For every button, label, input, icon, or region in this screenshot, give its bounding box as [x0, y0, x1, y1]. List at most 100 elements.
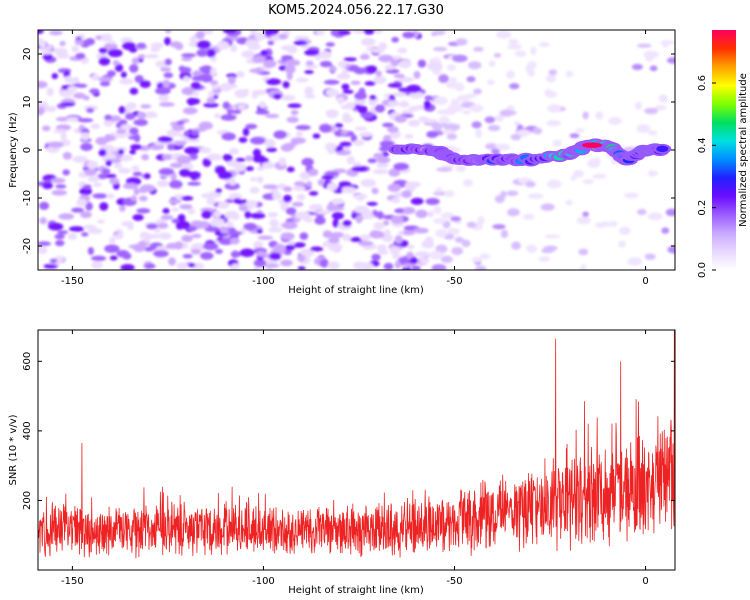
spectrogram-cell: [80, 132, 90, 141]
spectrogram-cell: [388, 168, 401, 177]
spectrogram-cell: [67, 232, 78, 241]
spectrogram-cell: [312, 133, 321, 139]
spectrogram-cell: [130, 195, 137, 202]
spectrogram-cell: [636, 208, 647, 215]
spectrogram-cell: [431, 122, 443, 131]
spectrogram-cell: [196, 40, 211, 50]
spectrogram-cell: [314, 54, 322, 61]
spectrogram-cell: [350, 134, 358, 143]
spectrogram-cell: [345, 102, 356, 110]
spectrogram-cell: [195, 30, 205, 40]
spectrogram-cell: [255, 109, 270, 115]
spectrogram-cell: [392, 55, 402, 60]
spectrogram-cell: [383, 262, 394, 270]
spectrogram-cell: [336, 73, 351, 80]
spectrogram-cell: [119, 205, 126, 212]
spectrogram-cell: [55, 124, 72, 131]
spectrogram-cell: [250, 212, 266, 219]
spectrogram-cell: [341, 83, 350, 90]
spectrogram-cell: [353, 67, 367, 75]
spectrogram-cell: [98, 148, 107, 157]
spectrogram-cell: [369, 230, 385, 239]
spectrogram-cell: [164, 58, 172, 66]
spectrogram-cell: [277, 33, 288, 40]
spectrogram-cell: [445, 81, 461, 89]
spectrogram-cell: [414, 105, 427, 110]
spectrogram-cell: [104, 114, 112, 120]
spectrogram-cell: [509, 83, 520, 90]
spectrogram-cell: [304, 86, 314, 96]
spectrogram-cell: [387, 126, 399, 133]
spectrogram-cell: [374, 30, 383, 34]
spectrogram-cell: [634, 101, 642, 110]
spectrogram-cell: [264, 138, 276, 148]
spectrogram-cell: [122, 41, 136, 51]
spectrogram-cell: [99, 202, 109, 211]
spectrogram-cell: [295, 211, 311, 220]
spectrogram-cell: [455, 164, 466, 173]
spectrogram-cell: [391, 36, 399, 43]
spectrogram-cell: [199, 147, 212, 154]
spectrogram-cell: [666, 57, 675, 64]
spectrogram-cell: [429, 250, 444, 260]
spectrogram-cell: [167, 143, 175, 151]
spectrogram-cell: [350, 80, 361, 85]
spectrogram-cell: [409, 257, 418, 265]
spectrogram-cell: [538, 41, 550, 48]
spectrogram-cell: [364, 81, 376, 86]
spectrogram-cell: [570, 175, 577, 181]
spectrogram-cell: [505, 70, 515, 79]
spectrogram-cell: [71, 45, 80, 53]
spectrogram-cell: [75, 83, 88, 88]
spectrogram-cell: [304, 94, 316, 99]
spectrogram-cell: [331, 198, 345, 205]
y-tick-label: 20: [22, 48, 33, 61]
spectrogram-cell: [382, 122, 394, 128]
spectrogram-cell: [120, 264, 135, 270]
spectrogram-cell: [171, 207, 179, 212]
spectrogram-cell: [575, 128, 585, 133]
spectrogram-cell: [38, 37, 44, 46]
spectrogram-cell: [342, 112, 351, 120]
spectrogram-cell: [548, 69, 558, 76]
spectrogram-cell: [318, 50, 332, 60]
spectrogram-cell: [226, 73, 238, 78]
spectrogram-cell: [163, 79, 170, 89]
spectrogram-cell: [647, 170, 659, 177]
spectrogram-cell: [383, 220, 390, 226]
spectrogram-cell: [475, 129, 483, 138]
spectrogram-cell: [406, 84, 422, 93]
spectrogram-cell: [526, 244, 537, 253]
spectrogram-cell: [358, 132, 374, 137]
spectrogram-cell: [366, 201, 378, 206]
spectrogram-cell: [38, 246, 47, 251]
spectrogram-cell: [325, 109, 339, 119]
spectrogram-cell: [402, 206, 416, 215]
spectrogram-cell: [138, 195, 148, 202]
spectrogram-cell: [281, 94, 296, 101]
spectrogram-cell: [140, 104, 152, 109]
spectrogram-cell: [390, 215, 404, 224]
spectrogram-cell: [229, 264, 237, 270]
spectrogram-cell: [84, 168, 98, 176]
spectrogram-cell: [189, 36, 198, 43]
spectrogram-cell: [461, 239, 471, 248]
spectrogram-cell: [226, 160, 239, 167]
spectrogram-cell: [243, 222, 258, 231]
spectrogram-cell: [130, 144, 143, 150]
spectrogram-cell: [390, 58, 399, 67]
spectrogram-cell: [393, 162, 410, 171]
spectrogram-cell: [540, 203, 555, 211]
spectrogram-cell: [166, 129, 181, 137]
spectrogram-cell: [360, 234, 371, 242]
spectrogram-cell: [244, 166, 255, 171]
colorbar-gradient: [712, 30, 736, 270]
spectrogram-cell: [74, 40, 84, 46]
spectrogram-cell: [47, 141, 64, 148]
spectrogram-cell: [236, 70, 245, 78]
spectrogram-cell: [261, 161, 276, 169]
spectrogram-cell: [310, 246, 324, 252]
spectrogram-cell: [157, 222, 169, 229]
spectrogram-cell: [547, 104, 562, 113]
spectrogram-cell: [203, 102, 219, 108]
